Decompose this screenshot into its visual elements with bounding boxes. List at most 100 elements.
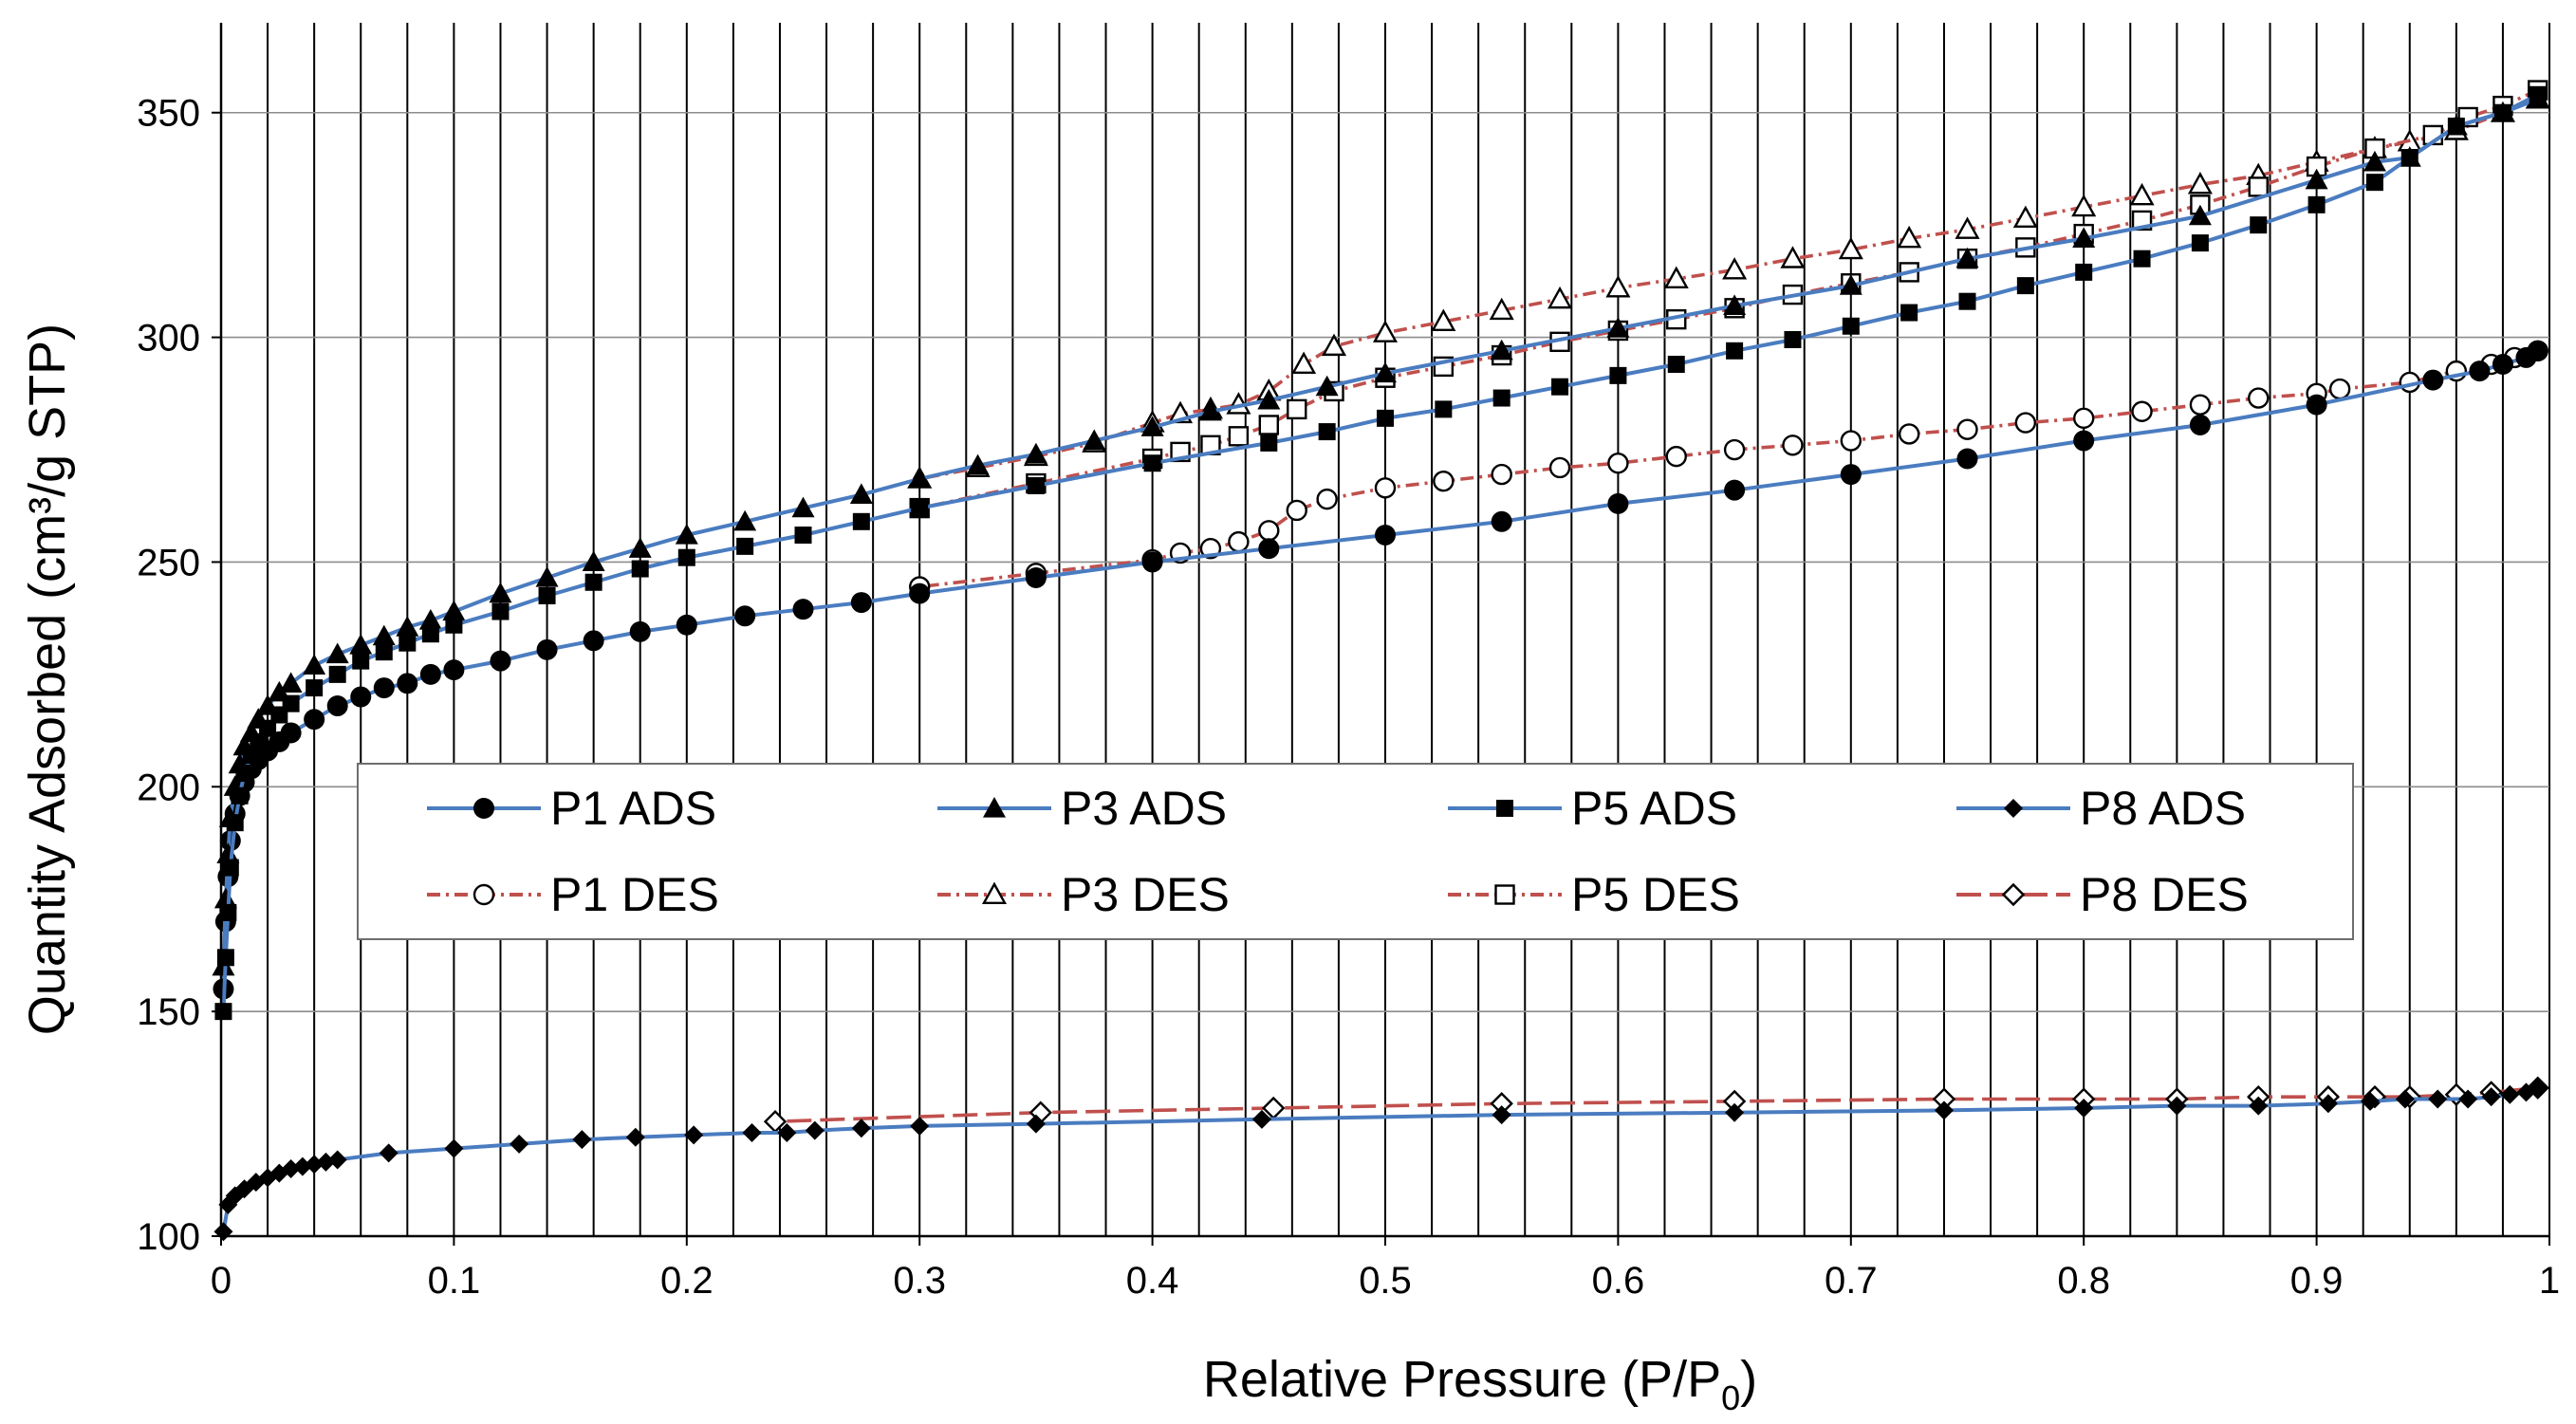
data-point-p3-des [1838, 236, 1863, 260]
data-point-p5-ads [2365, 174, 2383, 192]
data-point-p8-ads [2528, 1078, 2548, 1098]
data-point-p3-des [2012, 205, 2038, 229]
legend-item-p3-ads: P3 ADS [937, 782, 1227, 835]
data-point-p3-ads [1955, 247, 1979, 268]
legend-item-p1-des: P1 DES [427, 868, 719, 921]
legend-marker-p5-des [1494, 884, 1515, 905]
data-point-p8-ads [851, 1119, 871, 1138]
data-point-p3-ads [396, 616, 419, 637]
data-point-p1-des [1316, 488, 1338, 510]
data-point-p1-des [1607, 453, 1629, 474]
legend-label-p8-des: P8 DES [2080, 868, 2249, 921]
data-point-p5-ads [216, 949, 234, 967]
data-point-p5-ads [1492, 389, 1510, 407]
x-tick-label: 0.8 [2057, 1260, 2110, 1302]
data-point-p1-ads [676, 614, 697, 636]
data-point-p8-ads [2361, 1091, 2381, 1111]
data-point-p3-ads [325, 642, 349, 664]
data-point-p8-ads [625, 1127, 645, 1147]
data-point-p8-ads [327, 1150, 347, 1170]
y-tick-label: 200 [137, 767, 200, 808]
legend-label-p5-des: P5 DES [1571, 868, 1740, 921]
data-point-p5-ads [1609, 366, 1627, 384]
data-point-p5-ads [2307, 195, 2326, 213]
data-point-p3-ads [628, 537, 652, 558]
data-point-p5-ads [1318, 423, 1336, 441]
data-point-p8-ads [910, 1116, 930, 1136]
data-point-p5-ads [1377, 409, 1394, 427]
data-point-p5-ads [231, 786, 249, 804]
data-point-p3-des [1897, 225, 1922, 249]
data-point-p5-ads [2529, 85, 2547, 103]
data-point-p5-ads [584, 573, 602, 591]
data-point-p8-ads [742, 1123, 762, 1143]
data-point-p1-des [2248, 387, 2270, 409]
data-point-p3-ads [279, 672, 303, 693]
data-point-p3-ads [216, 842, 240, 863]
data-point-p5-ads [250, 732, 268, 750]
legend-item-p8-ads: P8 ADS [1956, 782, 2246, 835]
x-tick-label: 0.5 [1359, 1260, 1412, 1302]
x-axis-title-suffix: ) [1740, 1351, 1757, 1408]
data-point-p5-ads [242, 747, 260, 765]
data-point-p5-ads [1784, 330, 1802, 348]
legend-marker-p3-ads [983, 797, 1006, 818]
x-tick-label: 1 [2539, 1260, 2560, 1302]
data-point-p3-ads [303, 654, 326, 675]
x-tick-label: 0.1 [428, 1260, 481, 1302]
data-point-p3-ads [1606, 317, 1630, 338]
data-point-p1-ads [443, 659, 465, 681]
data-point-p1-des [1898, 423, 1920, 445]
data-point-p5-des [1287, 398, 1307, 420]
data-point-p3-des [1780, 246, 1806, 268]
data-point-p1-ads [1258, 538, 1280, 560]
data-point-p3-des [1722, 257, 1748, 280]
series-layer [212, 80, 2550, 1242]
y-axis-title: Quantity Adsorbed (cm³/g STP) [19, 324, 76, 1035]
data-point-p8-ads [444, 1138, 464, 1158]
data-point-p5-ads [352, 652, 370, 670]
data-point-p3-ads [1140, 416, 1164, 436]
data-point-p8-ads [1251, 1109, 1271, 1129]
data-point-p1-des [1228, 530, 1250, 553]
x-tick-label: 0.9 [2290, 1260, 2344, 1302]
data-point-p1-ads [909, 583, 931, 604]
legend-item-p5-ads: P5 ADS [1448, 782, 1737, 835]
data-point-p5-ads [2133, 250, 2151, 268]
data-point-p1-des [2131, 400, 2153, 422]
data-point-p8-ads [2395, 1089, 2415, 1109]
data-point-p5-ads [235, 765, 253, 783]
data-point-p5-ads [1551, 378, 1569, 396]
data-point-p5-des [1258, 415, 1280, 435]
data-point-p1-ads [280, 722, 302, 744]
data-point-p1-des [1840, 430, 1863, 452]
data-point-p1-ads [419, 663, 441, 685]
data-point-p3-des [1431, 308, 1456, 332]
data-point-p5-ads [2493, 103, 2511, 121]
legend-label-p5-ads: P5 ADS [1571, 782, 1737, 835]
data-point-p8-ads [2074, 1098, 2094, 1118]
data-point-p8-ads [684, 1125, 704, 1145]
data-point-p5-ads [328, 665, 346, 683]
y-tick-label: 300 [137, 318, 200, 360]
data-point-p5-ads [2400, 149, 2418, 167]
data-point-p5-ads [736, 537, 754, 555]
data-point-p5-ads [375, 643, 393, 661]
data-point-p8-ads [572, 1130, 592, 1150]
data-point-p1-ads [734, 605, 756, 627]
data-point-p1-des [1665, 445, 1687, 468]
data-point-p1-ads [1375, 525, 1396, 546]
data-point-p5-ads [1667, 356, 1685, 374]
series-line-p1-des [918, 349, 2539, 589]
legend-label-p8-ads: P8 ADS [2080, 782, 2246, 835]
data-point-p3-ads [1315, 375, 1339, 397]
data-point-p1-des [1782, 435, 1804, 456]
data-point-p3-ads [1083, 429, 1106, 451]
data-point-p5-ads [1900, 304, 1918, 322]
data-point-p5-ads [2447, 117, 2465, 135]
data-point-p3-ads [1257, 388, 1281, 410]
data-point-p1-des [2072, 407, 2095, 430]
data-point-p3-des [1372, 320, 1399, 342]
data-point-p3-ads [2188, 204, 2212, 226]
data-point-p5-ads [852, 512, 870, 530]
